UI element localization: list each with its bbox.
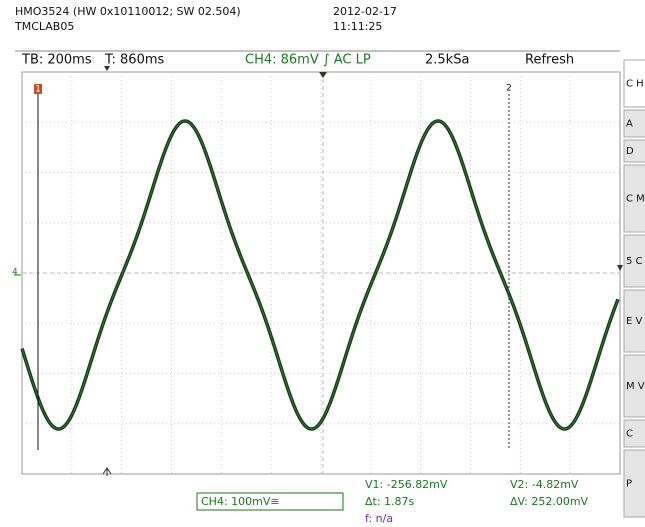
cursor-2-label: 2 (506, 84, 512, 94)
device-info: HMO3524 (HW 0x10110012; SW 02.504) (15, 5, 241, 18)
delta-v: ΔV: 252.00mV (510, 495, 589, 508)
side-button-label: C M D (626, 194, 645, 205)
side-button-label: C (626, 429, 633, 440)
side-button-label: P (626, 479, 632, 490)
side-button (623, 109, 645, 138)
side-button-label: A (626, 119, 633, 130)
trigger-time: T: 860ms (104, 53, 165, 68)
channel-scale: CH4: 100mV≅ (201, 495, 280, 508)
side-button-label: M V (626, 381, 645, 392)
side-button (623, 449, 645, 518)
delta-t: Δt: 1.87s (365, 495, 415, 508)
sample-rate: 2.5kSa (425, 53, 469, 68)
side-button-label: D (626, 146, 634, 157)
side-button (623, 139, 645, 163)
acq-mode: Refresh (525, 53, 574, 68)
side-button (623, 164, 645, 233)
side-button (623, 234, 645, 288)
side-button-label: 5 C (626, 256, 643, 267)
side-button-label: E V L (626, 316, 645, 327)
frequency: f: n/a (365, 512, 393, 525)
cursor-1-flag (34, 84, 42, 94)
side-button-label: C H 4 (626, 79, 645, 90)
v1: V1: -256.82mV (365, 478, 448, 491)
date: 2012-02-17 (333, 5, 397, 18)
time: 11:11:25 (333, 20, 382, 33)
side-button (623, 354, 645, 418)
side-button (623, 419, 645, 448)
trigger-setting: CH4: 86mV ∫ AC LP (245, 53, 371, 68)
cursor-1-label: 1 (35, 85, 41, 95)
channel-marker: 4 (12, 268, 18, 278)
v2: V2: -4.82mV (510, 478, 579, 491)
station: TMCLAB05 (14, 20, 74, 33)
channel-box (196, 492, 344, 511)
trigger-marker (319, 72, 327, 78)
timebase: TB: 200ms (21, 53, 92, 68)
time-marker (104, 66, 110, 71)
side-panel: C H 4 A D C M D 5 C E V L M V C P (623, 59, 645, 518)
side-button (623, 59, 645, 108)
side-button (623, 289, 645, 353)
right-marker (617, 265, 623, 271)
trigger-level-marker (102, 467, 112, 476)
waveform-highlight (21, 120, 619, 430)
